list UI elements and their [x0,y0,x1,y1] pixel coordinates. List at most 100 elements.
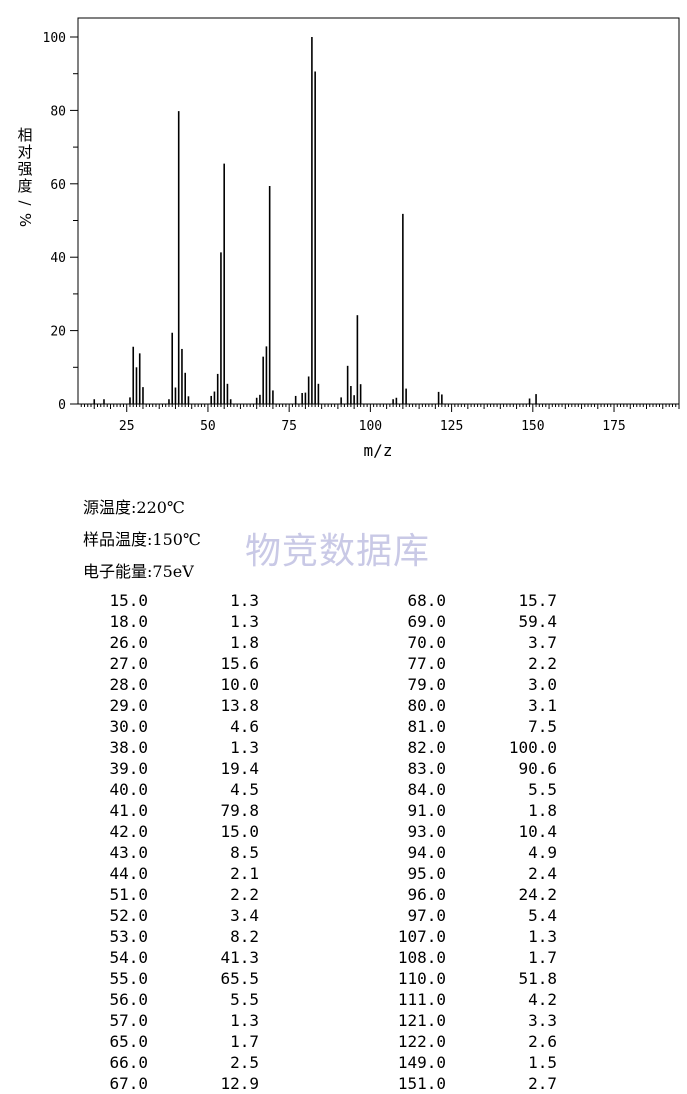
peak-table-row: 121.0 3.3 [386,1010,557,1031]
source-temperature: 源温度:220℃ [83,498,185,517]
mz-value: 95.0 [407,864,446,883]
mz-value: 43.0 [109,843,148,862]
mz-value: 18.0 [109,612,148,631]
intensity-value: 100.0 [508,738,557,757]
intensity-value: 13.8 [220,696,259,715]
peak-table-row: 83.0 90.6 [386,758,557,779]
intensity-value: 1.5 [528,1053,557,1072]
peak-table-row: 29.0 13.8 [88,695,259,716]
x-tick-label: 125 [440,419,463,434]
peak-table-row: 38.0 1.3 [88,737,259,758]
mz-value: 54.0 [109,948,148,967]
peak-table-row: 151.0 2.7 [386,1073,557,1094]
peak-table-row: 80.0 3.1 [386,695,557,716]
y-tick-label: 20 [50,325,66,340]
mz-value: 41.0 [109,801,148,820]
y-tick-label: 60 [50,178,66,193]
peak-table-row: 54.0 41.3 [88,947,259,968]
mz-value: 52.0 [109,906,148,925]
intensity-value: 24.2 [518,885,557,904]
mz-value: 121.0 [397,1011,446,1030]
peak-table-row: 97.0 5.4 [386,905,557,926]
intensity-value: 15.6 [220,654,259,673]
peak-table-row: 39.0 19.4 [88,758,259,779]
intensity-value: 2.1 [230,864,259,883]
intensity-value: 7.5 [528,717,557,736]
intensity-value: 1.7 [230,1032,259,1051]
mz-value: 28.0 [109,675,148,694]
peak-table-row: 40.0 4.5 [88,779,259,800]
intensity-value: 12.9 [220,1074,259,1093]
x-tick-label: 25 [119,419,135,434]
intensity-value: 15.0 [220,822,259,841]
peak-table-right: 68.0 15.7 69.0 59.4 70.0 3.7 77.0 2.2 79.0 3.0 80.… [386,590,557,1094]
peak-table-row: 79.0 3.0 [386,674,557,695]
intensity-value: 1.8 [528,801,557,820]
peak-table-row: 56.0 5.5 [88,989,259,1010]
intensity-value: 79.8 [220,801,259,820]
peak-table-row: 30.0 4.6 [88,716,259,737]
intensity-value: 3.4 [230,906,259,925]
plot-frame [77,17,680,405]
peak-table-row: 77.0 2.2 [386,653,557,674]
intensity-value: 4.2 [528,990,557,1009]
y-tick-label: 100 [43,31,66,46]
intensity-value: 1.3 [230,1011,259,1030]
intensity-value: 2.6 [528,1032,557,1051]
mz-value: 15.0 [109,591,148,610]
y-axis-label-char: 度 [17,177,32,195]
mz-value: 40.0 [109,780,148,799]
mz-value: 65.0 [109,1032,148,1051]
y-tick-label: 0 [58,398,66,413]
peak-table-row: 57.0 1.3 [88,1010,259,1031]
intensity-value: 4.5 [230,780,259,799]
peak-table-row: 55.0 65.5 [88,968,259,989]
peak-table-left: 15.0 1.3 18.0 1.3 26.0 1.8 27.0 15.6 28.0 10.0 29.… [88,590,259,1094]
y-tick-label: 40 [50,251,66,266]
intensity-value: 1.3 [230,738,259,757]
peak-table-row: 93.0 10.4 [386,821,557,842]
mz-value: 30.0 [109,717,148,736]
x-tick-label: 150 [521,419,544,434]
intensity-value: 4.9 [528,843,557,862]
intensity-value: 8.2 [230,927,259,946]
peak-table-row: 107.0 1.3 [386,926,557,947]
peak-table-row: 66.0 2.5 [88,1052,259,1073]
intensity-value: 2.2 [230,885,259,904]
mass-spectrum-chart: 0 20 40 60 80 100 25 50 75 100 125 150 175 m/z 相对强度… [16,17,680,460]
mz-value: 151.0 [397,1074,446,1093]
peak-table-row: 95.0 2.4 [386,863,557,884]
x-tick-label: 50 [200,419,216,434]
mz-value: 84.0 [407,780,446,799]
intensity-value: 10.4 [518,822,557,841]
peak-table-row: 52.0 3.4 [88,905,259,926]
mz-value: 38.0 [109,738,148,757]
sample-temperature: 样品温度:150℃ [83,530,201,549]
peak-table-row: 94.0 4.9 [386,842,557,863]
intensity-value: 3.0 [528,675,557,694]
mz-value: 51.0 [109,885,148,904]
mz-value: 80.0 [407,696,446,715]
peak-table-row: 44.0 2.1 [88,863,259,884]
mz-value: 108.0 [397,948,446,967]
peak-table-row: 108.0 1.7 [386,947,557,968]
peak-table-row: 51.0 2.2 [88,884,259,905]
mz-value: 77.0 [407,654,446,673]
intensity-value: 65.5 [220,969,259,988]
intensity-value: 1.8 [230,633,259,652]
mz-value: 81.0 [407,717,446,736]
x-tick-label: 175 [602,419,625,434]
mz-value: 96.0 [407,885,446,904]
y-axis-label-char: / [16,200,34,206]
watermark-text: 物竞数据库 [245,531,431,572]
mz-value: 70.0 [407,633,446,652]
peak-table-row: 42.0 15.0 [88,821,259,842]
peak-table-row: 84.0 5.5 [386,779,557,800]
mz-value: 107.0 [397,927,446,946]
peak-table-row: 122.0 2.6 [386,1031,557,1052]
intensity-value: 51.8 [518,969,557,988]
mz-value: 56.0 [109,990,148,1009]
intensity-value: 3.3 [528,1011,557,1030]
intensity-value: 2.5 [230,1053,259,1072]
peak-table-row: 18.0 1.3 [88,611,259,632]
